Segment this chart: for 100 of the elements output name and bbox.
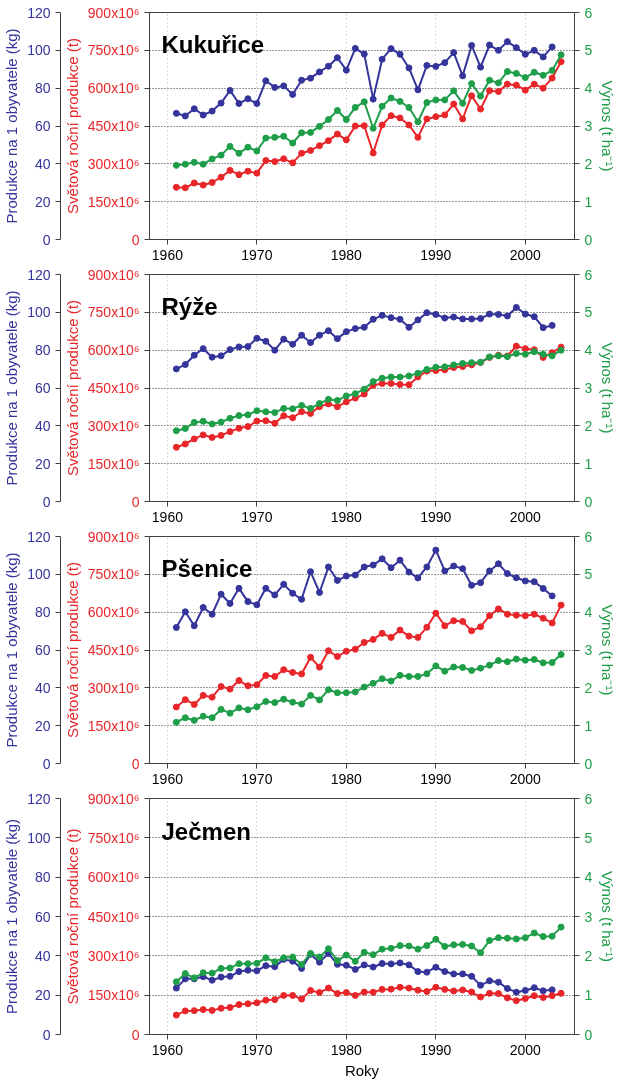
y2-axis-title: Výnos (t ha⁻¹) [599, 604, 617, 696]
x-tick-label: 1980 [330, 246, 363, 263]
y-tick-label: 100 [27, 304, 51, 321]
y3-tick-label: 150x10⁶ [87, 455, 140, 472]
y2-tick-label: 3 [584, 642, 593, 658]
y-tick-label: 60 [34, 380, 51, 396]
y2-axis-title: Výnos (t ha⁻¹) [599, 342, 617, 434]
x-tick-label: 1960 [151, 1041, 184, 1058]
x-tick-label: 1970 [241, 1041, 273, 1058]
y3-tick-label: 150x10⁶ [87, 987, 140, 1004]
y3-tick-label: 750x10⁶ [87, 42, 140, 59]
y2-tick-label: 4 [584, 80, 593, 97]
text: Rýže [161, 292, 218, 320]
y-tick-label: 20 [34, 987, 51, 1004]
y2-tick-label: 2 [584, 417, 593, 434]
y3-tick-label: 900x10⁶ [87, 528, 140, 545]
y2-tick-label: 0 [584, 1026, 593, 1043]
y-axis-title: Produkce na 1 obyvatele (kg) [3, 28, 21, 224]
y-tick-label: 40 [34, 155, 51, 172]
x-tick-label: 1990 [420, 770, 452, 787]
y-tick-label: 20 [34, 455, 51, 472]
y3-tick-label: 0 [131, 493, 140, 510]
y3-axis-title: Světová roční produkce (t) [63, 828, 81, 1005]
y3-tick-label: 300x10⁶ [87, 417, 140, 434]
y-tick-label: 0 [42, 755, 51, 772]
y-tick-label: 80 [34, 869, 51, 886]
y3-tick-label: 600x10⁶ [87, 80, 140, 97]
y3-tick-label: 750x10⁶ [87, 304, 140, 321]
y-tick-label: 40 [34, 417, 51, 434]
y-tick-label: 60 [34, 118, 51, 134]
y2-axis-title: Výnos (t ha⁻¹) [599, 80, 617, 172]
y2-tick-label: 6 [584, 528, 593, 545]
y-axis-title: Produkce na 1 obyvatele (kg) [3, 290, 21, 486]
y3-tick-label: 600x10⁶ [87, 604, 140, 621]
y3-tick-label: 450x10⁶ [87, 908, 140, 925]
x-tick-label: 1960 [151, 508, 184, 525]
y3-axis-title: Světová roční produkce (t) [63, 562, 81, 738]
y-tick-label: 100 [27, 566, 51, 583]
x-tick-label: 1970 [241, 508, 273, 525]
y3-tick-label: 300x10⁶ [87, 679, 140, 696]
y-tick-label: 60 [34, 642, 51, 658]
y2-tick-label: 4 [584, 342, 593, 359]
y2-tick-label: 0 [584, 231, 593, 248]
y2-tick-label: 1 [584, 717, 593, 734]
y3-tick-label: 450x10⁶ [87, 642, 140, 658]
y2-tick-label: 2 [584, 947, 593, 964]
y3-axis-title: Světová roční produkce (t) [63, 38, 81, 214]
y3-tick-label: 900x10⁶ [87, 4, 140, 21]
y-tick-label: 80 [34, 342, 51, 359]
x-axis-title: Roky [344, 1061, 380, 1079]
x-tick-label: 1980 [330, 770, 363, 787]
x-tick-label: 1960 [151, 246, 184, 263]
y2-tick-label: 2 [584, 679, 593, 696]
y2-tick-label: 3 [584, 118, 593, 134]
y2-tick-label: 4 [584, 604, 593, 621]
y-tick-label: 120 [27, 4, 51, 21]
y2-tick-label: 2 [584, 155, 593, 172]
x-tick-label: 1990 [420, 1041, 452, 1058]
y3-tick-label: 150x10⁶ [87, 717, 140, 734]
y-tick-label: 100 [27, 829, 51, 846]
text: Pšenice [161, 554, 253, 582]
y-tick-label: 0 [42, 493, 51, 510]
y-tick-label: 120 [27, 790, 51, 807]
y3-axis-title: Světová roční produkce (t) [63, 300, 81, 476]
y3-tick-label: 450x10⁶ [87, 118, 140, 134]
y-tick-label: 100 [27, 42, 51, 59]
y3-tick-label: 600x10⁶ [87, 869, 140, 886]
y2-tick-label: 5 [584, 42, 593, 59]
x-tick-label: 2000 [509, 770, 542, 787]
y2-tick-label: 6 [584, 790, 593, 807]
y2-tick-label: 1 [584, 987, 593, 1004]
text: Ječmen [161, 817, 251, 845]
y2-tick-label: 0 [584, 493, 593, 510]
x-tick-label: 1990 [420, 246, 452, 263]
y-tick-label: 120 [27, 266, 51, 283]
y-tick-label: 60 [34, 908, 51, 925]
x-tick-label: 2000 [509, 508, 542, 525]
y-tick-label: 0 [42, 231, 51, 248]
y2-tick-label: 5 [584, 566, 593, 583]
y2-axis-title: Výnos (t ha⁻¹) [599, 871, 617, 962]
y2-tick-label: 3 [584, 380, 593, 396]
x-tick-label: 1980 [330, 1041, 363, 1058]
y2-tick-label: 1 [584, 455, 593, 472]
x-tick-label: 2000 [509, 246, 542, 263]
y-tick-label: 0 [42, 1026, 51, 1043]
x-tick-label: 1970 [241, 246, 273, 263]
y-tick-label: 20 [34, 193, 51, 210]
y3-tick-label: 600x10⁶ [87, 342, 140, 359]
y-axis-title: Produkce na 1 obyvatele (kg) [3, 818, 21, 1015]
y-tick-label: 40 [34, 947, 51, 964]
y2-tick-label: 3 [584, 908, 593, 925]
y-tick-label: 80 [34, 604, 51, 621]
x-tick-label: 1980 [330, 508, 363, 525]
y2-tick-label: 5 [584, 829, 593, 846]
y3-tick-label: 150x10⁶ [87, 193, 140, 210]
x-tick-label: 1990 [420, 508, 452, 525]
y3-tick-label: 450x10⁶ [87, 380, 140, 396]
y3-tick-label: 300x10⁶ [87, 155, 140, 172]
y-tick-label: 80 [34, 80, 51, 97]
y2-tick-label: 1 [584, 193, 593, 210]
